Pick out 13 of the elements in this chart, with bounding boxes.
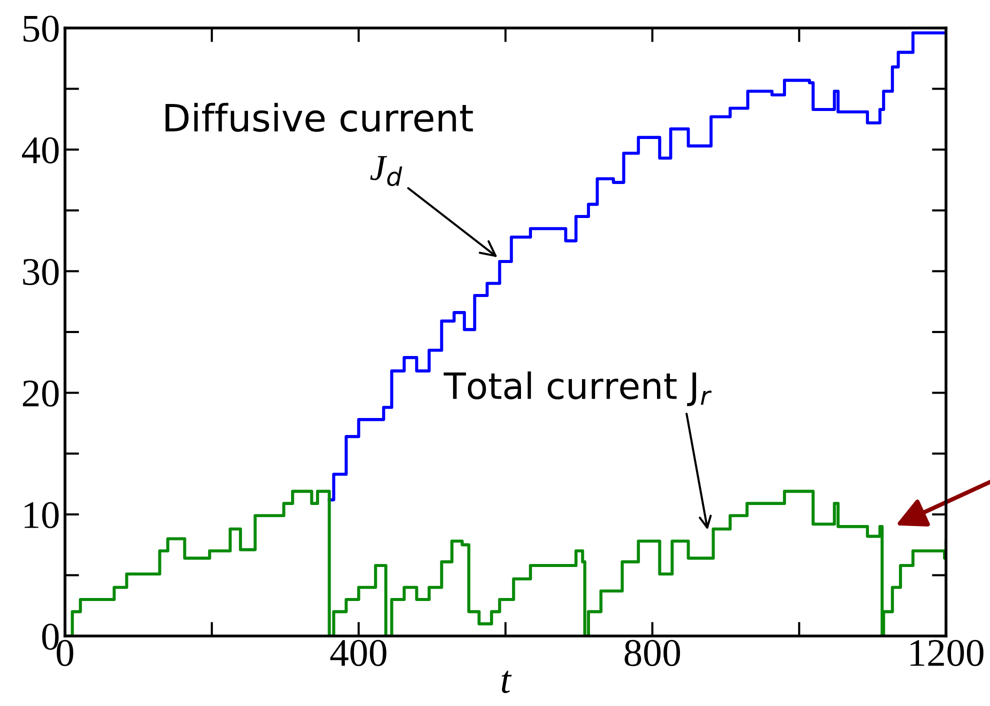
y-tick-label: 10 — [24, 502, 59, 528]
annotation: J$_{d}$ — [370, 156, 402, 186]
y-tick-label: 50 — [24, 16, 59, 42]
y-tick-label: 40 — [22, 137, 59, 164]
x-tick-label: 1200 — [910, 640, 984, 666]
y-tick-label: 0 — [42, 624, 59, 650]
x-axis-title: t — [502, 670, 512, 694]
x-tick-label: 400 — [330, 640, 386, 666]
x-tick-label: 800 — [624, 640, 680, 666]
annotation: Diffusive current — [166, 102, 473, 132]
y-tick-label: 30 — [23, 258, 59, 286]
y-tick-label: 20 — [22, 380, 59, 407]
annotation: Total current J$_{r}$ — [444, 371, 712, 406]
